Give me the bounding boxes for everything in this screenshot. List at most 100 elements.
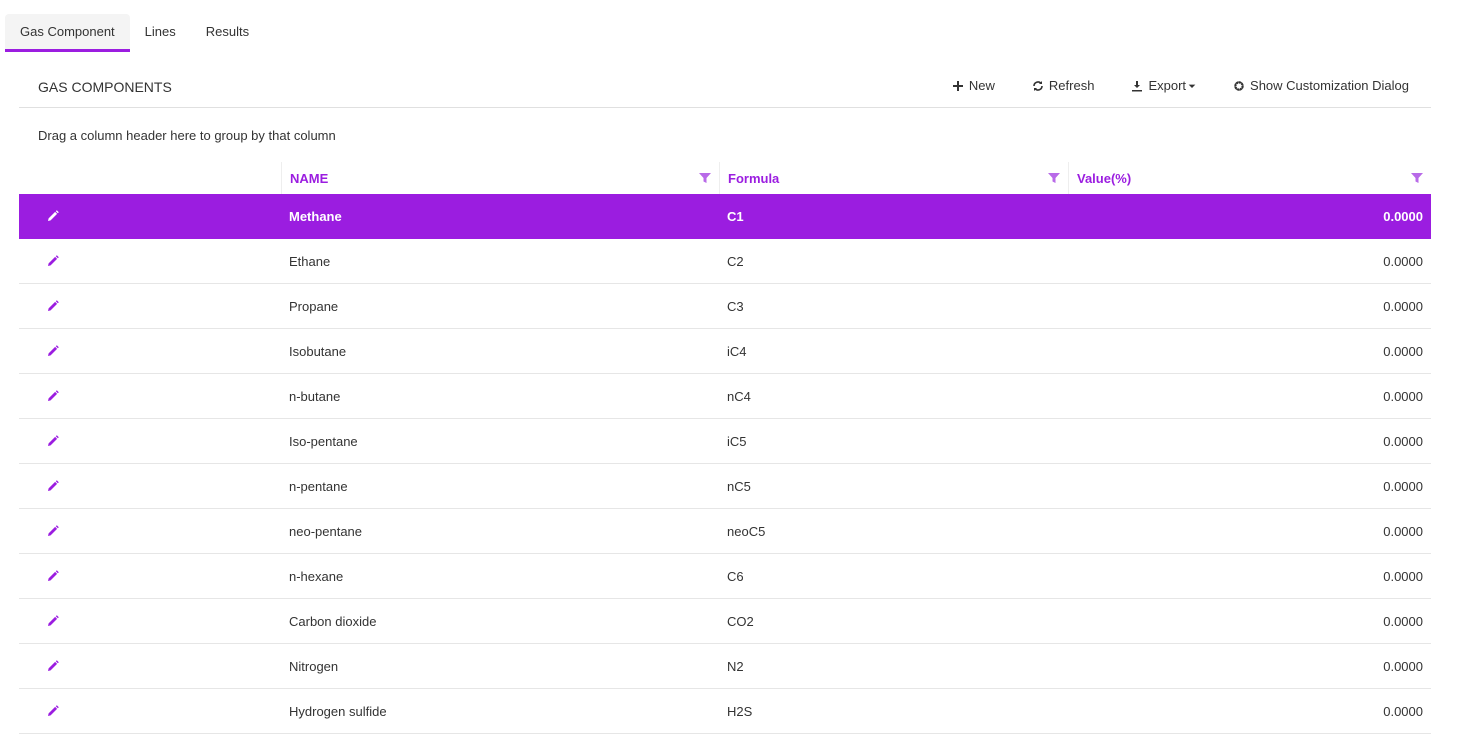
header-value[interactable]: Value(%) <box>1068 162 1431 194</box>
refresh-icon <box>1033 80 1043 91</box>
edit-cell <box>19 390 281 402</box>
value-cell: 0.0000 <box>1383 253 1423 269</box>
customization-label: Show Customization Dialog <box>1250 78 1409 93</box>
name-cell: n-butane <box>289 388 341 404</box>
name-cell: Hydrogen sulfide <box>289 703 387 719</box>
formula-cell: C3 <box>727 298 744 314</box>
tab-results[interactable]: Results <box>205 24 250 39</box>
formula-cell: nC4 <box>727 388 751 404</box>
table-row[interactable]: n-hexane C6 0.0000 <box>19 554 1431 599</box>
value-cell: 0.0000 <box>1383 523 1423 539</box>
edit-cell <box>19 660 281 672</box>
edit-icon[interactable] <box>47 255 59 267</box>
name-cell: Carbon dioxide <box>289 613 377 629</box>
table-row[interactable]: Propane C3 0.0000 <box>19 284 1431 329</box>
value-cell: 0.0000 <box>1383 388 1423 404</box>
refresh-button[interactable]: Refresh <box>1032 78 1095 93</box>
customization-dialog-button[interactable]: Show Customization Dialog <box>1233 78 1409 93</box>
name-cell: Iso-pentane <box>289 433 358 449</box>
value-cell: 0.0000 <box>1383 433 1423 449</box>
edit-cell <box>19 570 281 582</box>
name-cell: n-pentane <box>289 478 348 494</box>
edit-icon[interactable] <box>47 480 59 492</box>
edit-cell <box>19 345 281 357</box>
header-name[interactable]: NAME <box>281 162 719 194</box>
edit-cell <box>19 525 281 537</box>
table-row[interactable]: Hydrogen sulfide H2S 0.0000 <box>19 689 1431 734</box>
value-cell: 0.0000 <box>1383 298 1423 314</box>
grid-header: NAME Formula Value(%) <box>19 162 1431 194</box>
edit-icon[interactable] <box>47 435 59 447</box>
formula-cell: nC5 <box>727 478 751 494</box>
header-label: NAME <box>290 171 329 186</box>
edit-icon[interactable] <box>47 705 59 717</box>
table-row[interactable]: Iso-pentane iC5 0.0000 <box>19 419 1431 464</box>
grid-toolbar: GAS COMPONENTS New Refresh Export Show C… <box>19 66 1431 108</box>
edit-icon[interactable] <box>47 570 59 582</box>
caret-down-icon <box>1188 84 1196 88</box>
table-row[interactable]: Nitrogen N2 0.0000 <box>19 644 1431 689</box>
value-cell: 0.0000 <box>1383 703 1423 719</box>
formula-cell: iC5 <box>727 433 747 449</box>
grid-title: GAS COMPONENTS <box>38 79 172 95</box>
edit-cell <box>19 255 281 267</box>
formula-cell: neoC5 <box>727 523 766 539</box>
refresh-label: Refresh <box>1048 78 1095 93</box>
formula-cell: iC4 <box>727 343 747 359</box>
edit-cell <box>19 615 281 627</box>
edit-icon[interactable] <box>47 660 59 672</box>
name-cell: n-hexane <box>289 568 344 584</box>
name-cell: Isobutane <box>289 343 347 359</box>
filter-icon[interactable] <box>699 172 711 184</box>
gas-components-grid: NAME Formula Value(%) Methane C1 0.0000 … <box>19 162 1431 734</box>
filter-icon[interactable] <box>1048 172 1060 184</box>
table-row[interactable]: n-butane nC4 0.0000 <box>19 374 1431 419</box>
value-cell: 0.0000 <box>1383 478 1423 494</box>
gear-icon <box>1234 80 1244 91</box>
value-cell: 0.0000 <box>1383 568 1423 584</box>
table-row[interactable]: Ethane C2 0.0000 <box>19 239 1431 284</box>
edit-icon[interactable] <box>47 300 59 312</box>
name-cell: Ethane <box>289 253 331 269</box>
filter-icon[interactable] <box>1411 172 1423 184</box>
header-label: Formula <box>728 171 780 186</box>
table-row[interactable]: Isobutane iC4 0.0000 <box>19 329 1431 374</box>
header-edit <box>19 162 281 194</box>
tab-lines[interactable]: Lines <box>144 24 176 39</box>
value-cell: 0.0000 <box>1383 658 1423 674</box>
formula-cell: C1 <box>727 208 744 224</box>
table-row[interactable]: neo-pentane neoC5 0.0000 <box>19 509 1431 554</box>
formula-cell: C2 <box>727 253 744 269</box>
name-cell: Methane <box>289 208 342 224</box>
value-cell: 0.0000 <box>1383 208 1423 224</box>
export-label: Export <box>1148 78 1187 93</box>
formula-cell: H2S <box>727 703 753 719</box>
edit-cell <box>19 210 281 222</box>
edit-cell <box>19 435 281 447</box>
table-row[interactable]: Methane C1 0.0000 <box>19 194 1431 239</box>
formula-cell: CO2 <box>727 613 754 629</box>
formula-cell: C6 <box>727 568 744 584</box>
table-row[interactable]: Carbon dioxide CO2 0.0000 <box>19 599 1431 644</box>
plus-icon <box>952 80 963 91</box>
name-cell: Nitrogen <box>289 658 339 674</box>
edit-icon[interactable] <box>47 390 59 402</box>
edit-icon[interactable] <box>47 615 59 627</box>
export-button[interactable]: Export <box>1131 78 1196 93</box>
edit-icon[interactable] <box>47 345 59 357</box>
edit-icon[interactable] <box>47 210 59 222</box>
edit-cell <box>19 300 281 312</box>
header-label: Value(%) <box>1077 171 1132 186</box>
value-cell: 0.0000 <box>1383 613 1423 629</box>
edit-cell <box>19 705 281 717</box>
name-cell: neo-pentane <box>289 523 363 539</box>
value-cell: 0.0000 <box>1383 343 1423 359</box>
new-label: New <box>968 78 995 93</box>
group-panel[interactable]: Drag a column header here to group by th… <box>38 128 336 143</box>
header-formula[interactable]: Formula <box>719 162 1068 194</box>
new-button[interactable]: New <box>952 78 995 93</box>
name-cell: Propane <box>289 298 339 314</box>
table-row[interactable]: n-pentane nC5 0.0000 <box>19 464 1431 509</box>
tab-gas-component[interactable]: Gas Component <box>5 14 130 52</box>
edit-icon[interactable] <box>47 525 59 537</box>
